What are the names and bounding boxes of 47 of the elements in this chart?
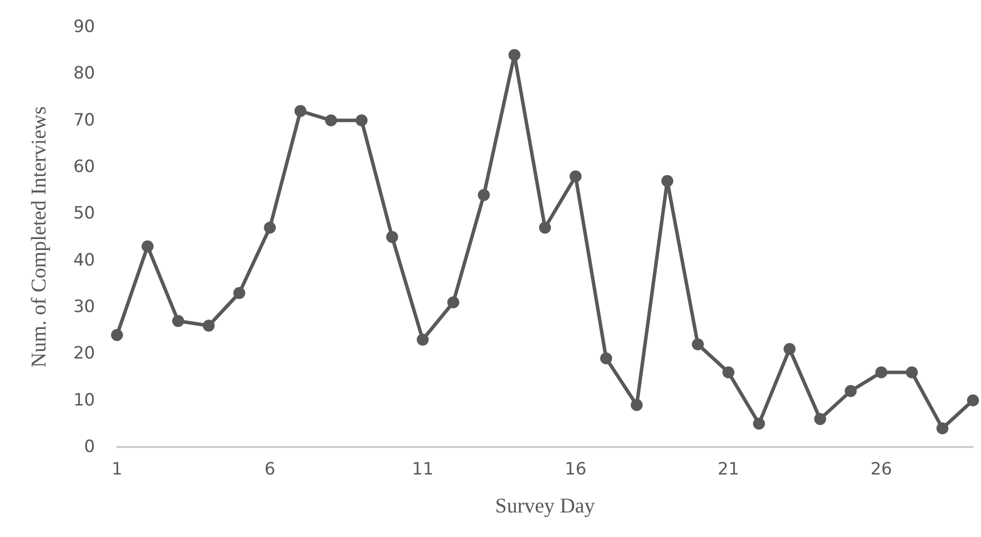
- y-tick-label: 70: [73, 110, 95, 130]
- y-tick-label: 60: [73, 157, 95, 177]
- point: [570, 170, 582, 182]
- point: [172, 315, 184, 327]
- point: [600, 352, 612, 364]
- point: [539, 222, 551, 234]
- point: [784, 343, 796, 355]
- point: [936, 422, 948, 434]
- point: [325, 114, 337, 126]
- point: [478, 189, 490, 201]
- y-tick-label: 40: [73, 250, 95, 270]
- y-tick-label: 30: [73, 297, 95, 317]
- x-axis-title: Survey Day: [495, 494, 596, 518]
- x-tick-label: 6: [264, 460, 276, 480]
- point: [967, 394, 979, 406]
- point: [906, 366, 918, 378]
- x-tick-label: 21: [718, 460, 740, 480]
- x-tick-label: 11: [412, 460, 434, 480]
- y-axis-title: Num. of Completed Interviews: [26, 106, 50, 368]
- y-tick-label: 0: [84, 437, 95, 457]
- point: [875, 366, 888, 378]
- point: [233, 287, 246, 299]
- point: [722, 366, 734, 378]
- point: [447, 296, 460, 308]
- y-tick-label: 90: [73, 17, 95, 37]
- x-tick-label: 1: [112, 460, 122, 480]
- y-tick-label: 80: [73, 64, 95, 84]
- point: [356, 114, 368, 126]
- point: [386, 231, 398, 243]
- point: [692, 338, 704, 350]
- point: [264, 222, 276, 234]
- point: [111, 329, 123, 341]
- y-tick-label: 20: [73, 344, 95, 364]
- point: [814, 413, 826, 425]
- point: [294, 105, 306, 117]
- point: [844, 385, 857, 397]
- x-tick-label: 16: [564, 460, 586, 480]
- y-tick-label: 50: [73, 204, 95, 224]
- point: [508, 49, 520, 61]
- x-tick-label: 26: [870, 460, 892, 480]
- y-tick-label: 10: [73, 390, 95, 410]
- point: [202, 320, 215, 332]
- point: [630, 399, 643, 411]
- point: [753, 418, 765, 430]
- point: [661, 175, 674, 187]
- point: [416, 334, 429, 346]
- point: [142, 240, 154, 252]
